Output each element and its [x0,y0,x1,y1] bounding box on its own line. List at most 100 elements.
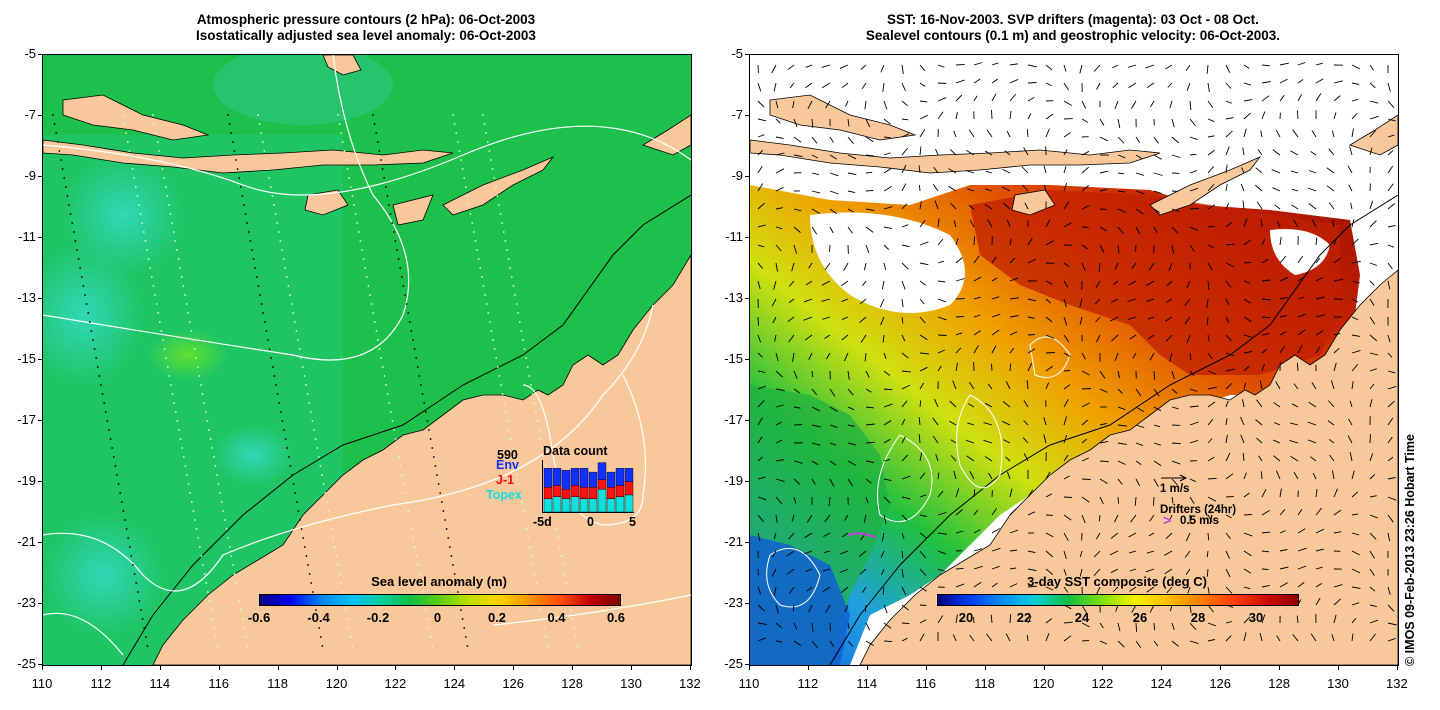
track-dot [347,618,349,620]
track-dot [253,258,255,260]
velocity-arrow [1028,83,1037,84]
track-dot [320,465,322,467]
left-y-tick [38,115,42,116]
track-dot [451,555,453,557]
track-dot [391,222,393,224]
track-dot [455,132,457,134]
track-dot [302,537,304,539]
track-dot [537,591,539,593]
track-dot [212,618,214,620]
track-dot [178,258,180,260]
left-x-tick-label: 122 [375,676,415,691]
track-dot [108,429,110,431]
left-y-tick [38,420,42,421]
left-x-tick [219,665,220,670]
velocity-arrow [1370,434,1371,443]
velocity-arrow [1118,497,1119,504]
track-dot [172,393,174,395]
track-dot [63,177,65,179]
track-dot [283,429,285,431]
track-dot [527,537,529,539]
track-dot [423,402,425,404]
track-dot [412,339,414,341]
track-dot [374,321,376,323]
track-dot [261,303,263,305]
track-dot [459,150,461,152]
count-bar-segment [562,499,570,512]
right-y-tick-label: -17 [709,412,743,427]
track-dot [280,411,282,413]
track-dot [503,231,505,233]
track-dot [288,285,290,287]
track-dot [293,483,295,485]
track-dot [547,645,549,647]
left-x-tick-label: 124 [434,676,474,691]
track-dot [505,240,507,242]
track-dot [491,330,493,332]
track-dot [170,384,172,386]
track-dot [141,222,143,224]
track-dot [411,330,413,332]
track-dot [143,231,145,233]
track-dot [497,195,499,197]
velocity-arrow [902,623,909,624]
track-dot [462,168,464,170]
track-dot [486,303,488,305]
right-x-tick [1161,665,1162,670]
track-dot [318,456,320,458]
track-dot [165,357,167,359]
track-dot [406,501,408,503]
left-y-tick [38,54,42,55]
track-dot [518,483,520,485]
track-dot [306,555,308,557]
right-y-tick-label: -25 [709,656,743,671]
track-dot [417,564,419,566]
count-bar-segment [571,468,579,485]
track-dot [68,204,70,206]
velocity-arrow [1028,335,1035,336]
track-dot [501,222,503,224]
count-bar-segment [580,468,588,487]
track-dot [149,267,151,269]
track-dot [205,582,207,584]
left-x-tick-label: 132 [670,676,710,691]
track-dot [230,132,232,134]
track-dot [420,384,422,386]
track-dot [186,303,188,305]
track-dot [363,258,365,260]
track-dot [395,240,397,242]
track-dot [508,429,510,431]
track-dot [452,114,454,116]
track-dot [379,150,381,152]
track-dot [137,195,139,197]
track-dot [358,231,360,233]
track-dot [116,474,118,476]
left-y-tick-label: -21 [2,534,36,549]
track-dot [272,195,274,197]
velocity-arrow [974,236,975,245]
velocity-arrow [1172,191,1178,192]
track-dot [122,114,124,116]
track-dot [387,393,389,395]
track-dot [380,159,382,161]
track-dot [452,564,454,566]
track-dot [409,519,411,521]
track-dot [460,159,462,161]
count-bar-segment [562,470,570,489]
velocity-arrow [884,641,892,642]
track-dot [326,501,328,503]
track-dot [492,168,494,170]
track-dot [425,411,427,413]
left-y-tick [38,298,42,299]
count-bar-segment [553,497,561,512]
track-dot [430,438,432,440]
right-x-tick [1338,665,1339,670]
left-y-tick-label: -11 [2,229,36,244]
track-dot [167,195,169,197]
track-dot [202,564,204,566]
track-dot [213,627,215,629]
track-dot [192,339,194,341]
right-y-tick-label: -23 [709,595,743,610]
track-dot [100,384,102,386]
left-x-tick [42,665,43,670]
